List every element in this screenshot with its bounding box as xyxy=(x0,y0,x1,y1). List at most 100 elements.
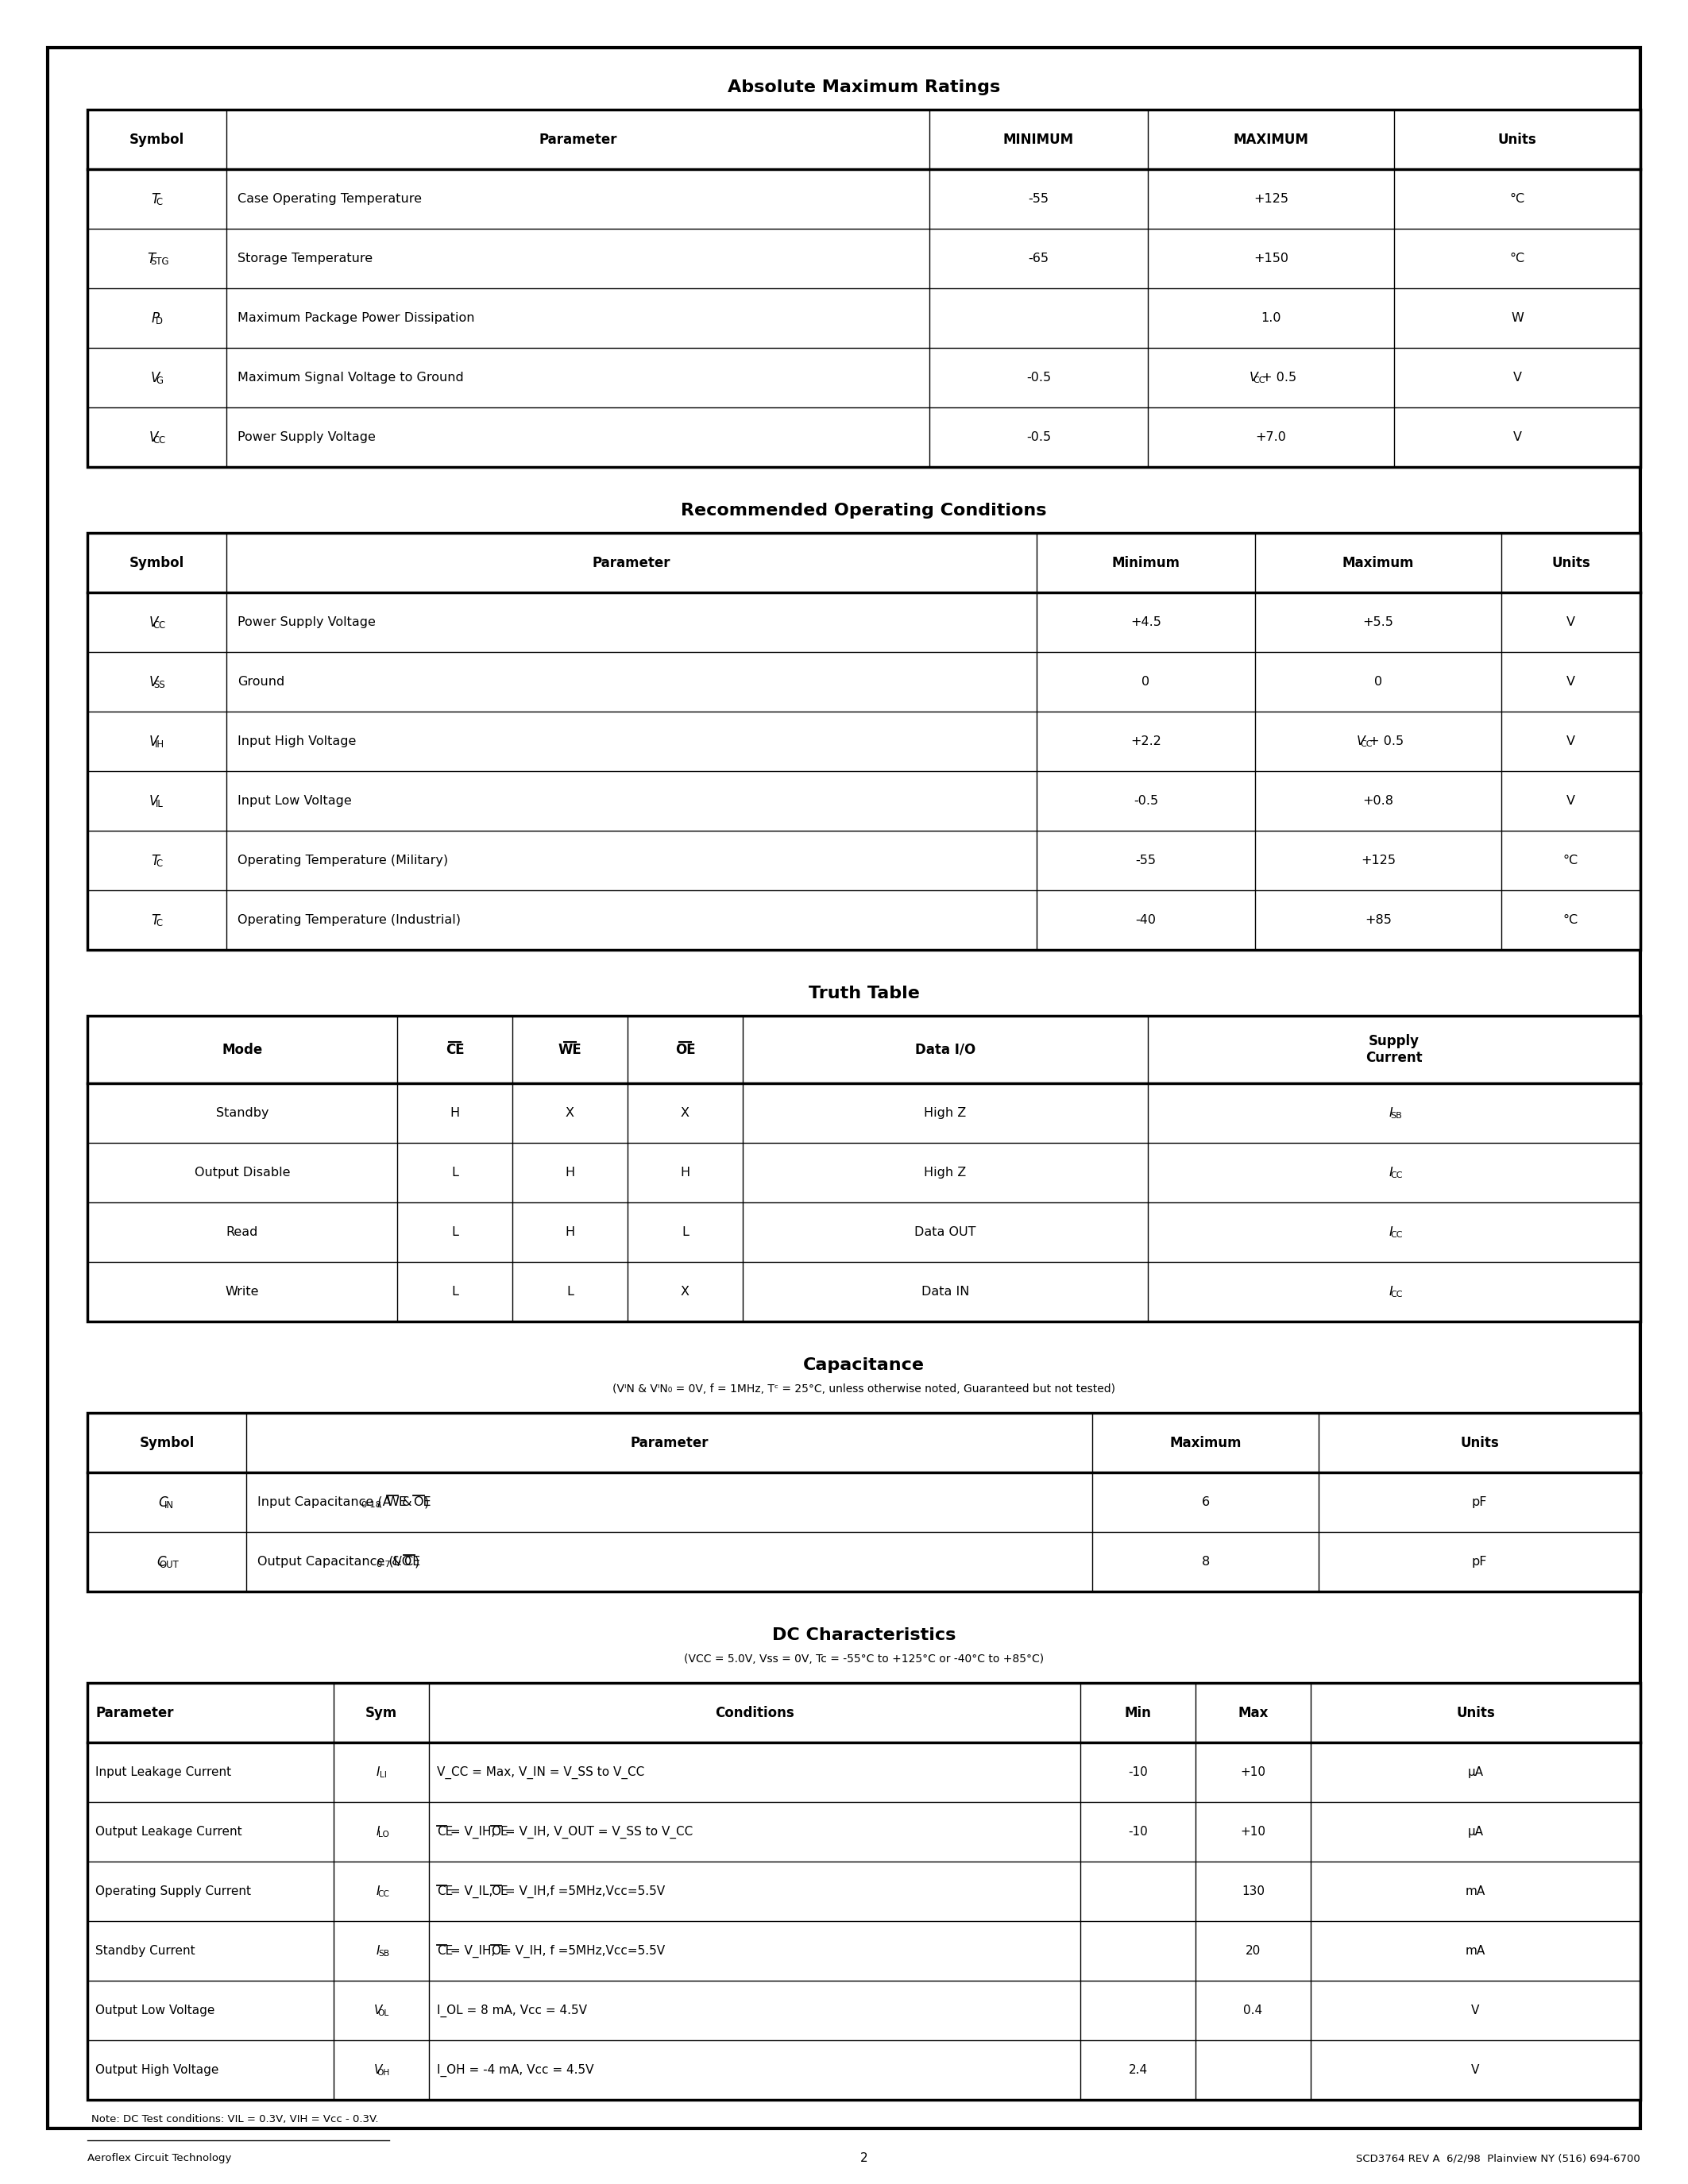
Text: CC: CC xyxy=(1391,1171,1403,1179)
Text: -10: -10 xyxy=(1128,1826,1148,1837)
Text: V: V xyxy=(1566,795,1575,806)
Text: Operating Temperature (Military): Operating Temperature (Military) xyxy=(238,854,447,867)
Text: V: V xyxy=(375,2005,381,2016)
Text: = V_IH,: = V_IH, xyxy=(447,1826,500,1839)
Text: Maximum Signal Voltage to Ground: Maximum Signal Voltage to Ground xyxy=(238,371,464,384)
Text: V: V xyxy=(150,371,160,384)
Text: CE: CE xyxy=(437,1946,452,1957)
Text: &: & xyxy=(398,1496,415,1509)
Text: +5.5: +5.5 xyxy=(1362,616,1394,629)
Text: °C: °C xyxy=(1509,253,1524,264)
Bar xyxy=(88,1413,1641,1592)
Text: 2.4: 2.4 xyxy=(1128,2064,1148,2077)
Text: 6: 6 xyxy=(1202,1496,1209,1509)
Text: Power Supply Voltage: Power Supply Voltage xyxy=(238,616,376,629)
Text: Operating Temperature (Industrial): Operating Temperature (Industrial) xyxy=(238,915,461,926)
Text: Maximum Package Power Dissipation: Maximum Package Power Dissipation xyxy=(238,312,474,323)
Text: I: I xyxy=(376,1767,380,1778)
Text: DC Characteristics: DC Characteristics xyxy=(771,1627,955,1642)
Text: -55: -55 xyxy=(1028,192,1048,205)
Text: Data IN: Data IN xyxy=(922,1286,969,1297)
Text: OL: OL xyxy=(378,2009,390,2018)
Text: Symbol: Symbol xyxy=(130,555,184,570)
Text: + 0.5: + 0.5 xyxy=(1364,736,1403,747)
Text: OE: OE xyxy=(414,1496,430,1509)
Text: T: T xyxy=(147,251,155,266)
Text: V: V xyxy=(375,2064,381,2077)
Text: L: L xyxy=(682,1225,689,1238)
Text: +2.2: +2.2 xyxy=(1131,736,1161,747)
Text: X: X xyxy=(680,1107,689,1118)
Text: -40: -40 xyxy=(1136,915,1156,926)
Text: CC: CC xyxy=(1252,376,1266,384)
Text: °C: °C xyxy=(1563,854,1578,867)
Bar xyxy=(88,1016,1641,1321)
Text: -55: -55 xyxy=(1136,854,1156,867)
Text: Conditions: Conditions xyxy=(716,1706,795,1719)
Text: H: H xyxy=(565,1166,574,1179)
Text: 8: 8 xyxy=(1202,1555,1210,1568)
Text: CC: CC xyxy=(154,435,165,446)
Text: Aeroflex Circuit Technology: Aeroflex Circuit Technology xyxy=(88,2153,231,2164)
Text: IN: IN xyxy=(164,1500,174,1509)
Text: IL: IL xyxy=(155,799,164,808)
Text: V: V xyxy=(1512,430,1521,443)
Text: H: H xyxy=(565,1225,574,1238)
Text: CC: CC xyxy=(1391,1291,1403,1299)
Text: °C: °C xyxy=(1509,192,1524,205)
Text: V: V xyxy=(149,734,159,749)
Text: C: C xyxy=(155,858,162,869)
Text: Units: Units xyxy=(1551,555,1590,570)
Text: I: I xyxy=(376,1946,380,1957)
Text: T: T xyxy=(152,192,159,205)
Text: X: X xyxy=(565,1107,574,1118)
Text: I_OH = -4 mA, Vcc = 4.5V: I_OH = -4 mA, Vcc = 4.5V xyxy=(437,2064,594,2077)
Text: + 0.5: + 0.5 xyxy=(1258,371,1296,384)
Text: Standby: Standby xyxy=(216,1107,268,1118)
Text: ): ) xyxy=(424,1496,429,1509)
Text: T: T xyxy=(152,913,159,928)
Text: Minimum: Minimum xyxy=(1112,555,1180,570)
Text: Absolute Maximum Ratings: Absolute Maximum Ratings xyxy=(728,79,1001,96)
Text: I: I xyxy=(1389,1107,1393,1118)
Text: (VᴵN & VᴵN₀ = 0V, f = 1MHz, Tᶜ = 25°C, unless otherwise noted, Guaranteed but no: (VᴵN & VᴵN₀ = 0V, f = 1MHz, Tᶜ = 25°C, u… xyxy=(613,1382,1116,1396)
Text: X: X xyxy=(680,1286,689,1297)
Text: 1.0: 1.0 xyxy=(1261,312,1281,323)
Text: OH: OH xyxy=(376,2068,390,2077)
Text: Sym: Sym xyxy=(365,1706,397,1719)
Text: C: C xyxy=(155,917,162,928)
Text: C: C xyxy=(157,1555,165,1568)
Text: STG: STG xyxy=(150,256,169,266)
Text: Operating Supply Current: Operating Supply Current xyxy=(95,1885,252,1898)
Text: OE: OE xyxy=(491,1885,508,1898)
Text: -0.5: -0.5 xyxy=(1134,795,1158,806)
Text: &: & xyxy=(388,1555,407,1568)
Text: Units: Units xyxy=(1460,1435,1499,1450)
Text: Data OUT: Data OUT xyxy=(915,1225,976,1238)
Text: OE: OE xyxy=(491,1946,508,1957)
Text: μA: μA xyxy=(1467,1826,1484,1837)
Text: 130: 130 xyxy=(1242,1885,1264,1898)
Text: SCD3764 REV A  6/2/98  Plainview NY (516) 694-6700: SCD3764 REV A 6/2/98 Plainview NY (516) … xyxy=(1355,2153,1641,2164)
Text: I: I xyxy=(1389,1225,1393,1238)
Text: CC: CC xyxy=(1391,1232,1403,1238)
Text: CE: CE xyxy=(403,1555,420,1568)
Text: Power Supply Voltage: Power Supply Voltage xyxy=(238,430,376,443)
Text: SB: SB xyxy=(1391,1112,1403,1120)
Text: Units: Units xyxy=(1457,1706,1496,1719)
Text: Input Leakage Current: Input Leakage Current xyxy=(95,1767,231,1778)
Text: Parameter: Parameter xyxy=(630,1435,709,1450)
Text: Capacitance: Capacitance xyxy=(803,1356,925,1374)
Text: -65: -65 xyxy=(1028,253,1048,264)
Text: 0: 0 xyxy=(1141,675,1150,688)
Text: OE: OE xyxy=(675,1042,695,1057)
Text: Output Low Voltage: Output Low Voltage xyxy=(95,2005,214,2016)
Text: = V_IL,: = V_IL, xyxy=(447,1885,496,1898)
Text: Truth Table: Truth Table xyxy=(809,985,920,1002)
Text: CE: CE xyxy=(446,1042,464,1057)
Text: High Z: High Z xyxy=(923,1107,967,1118)
Text: °C: °C xyxy=(1563,915,1578,926)
Text: Supply
Current: Supply Current xyxy=(1366,1033,1423,1066)
Text: 0-18: 0-18 xyxy=(361,1500,381,1509)
Text: Symbol: Symbol xyxy=(130,133,184,146)
